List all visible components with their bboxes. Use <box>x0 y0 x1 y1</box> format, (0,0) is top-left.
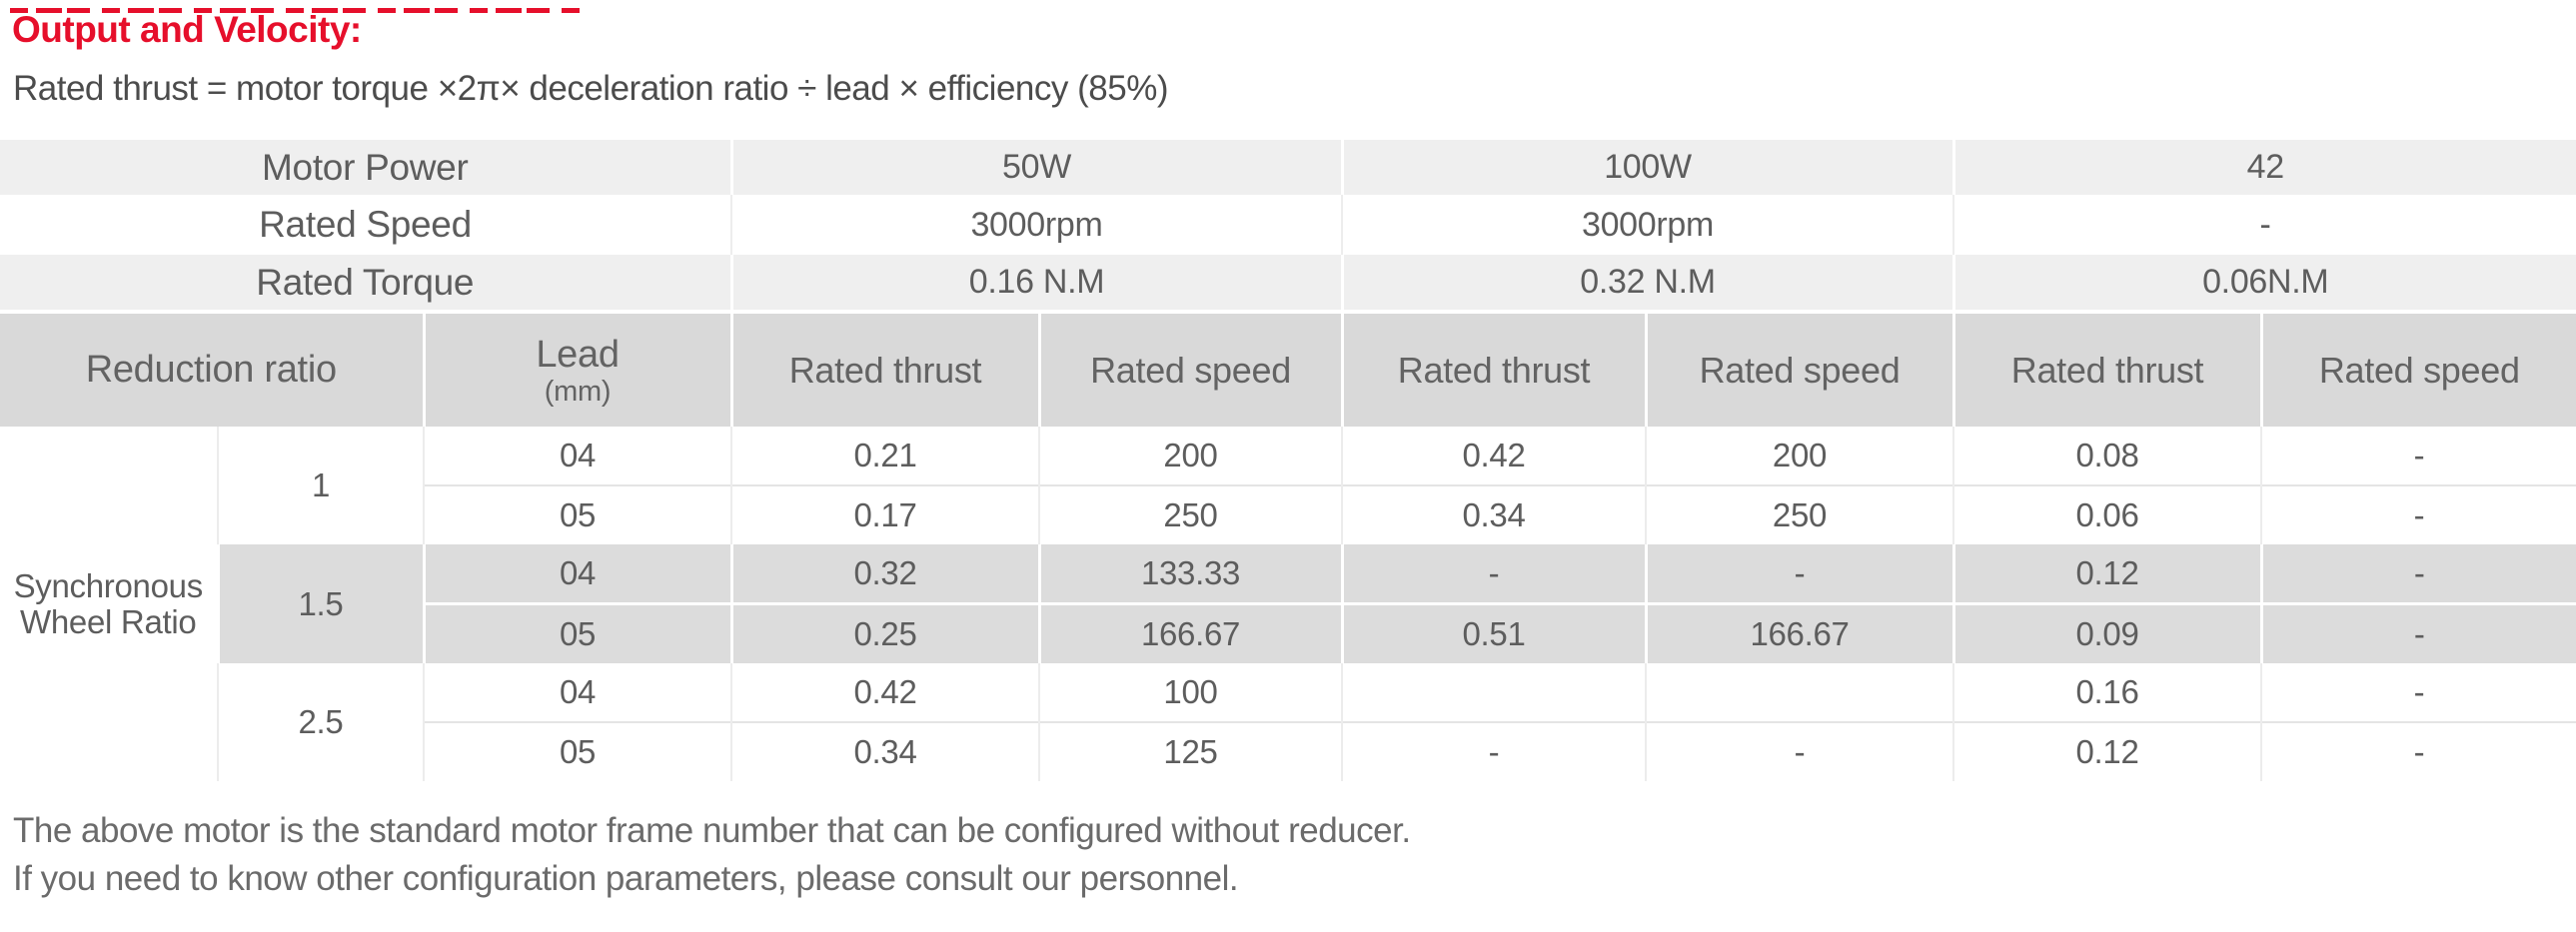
value-cell: - <box>2260 484 2576 544</box>
value-cell: 0.51 <box>1340 602 1647 663</box>
data-row: 2.5 04 0.42 100 0.16 - <box>0 663 2576 781</box>
value-cell: 0.42 <box>730 663 1039 722</box>
ratio-cell: 2.5 <box>217 663 424 781</box>
value-cell: 166.67 <box>1037 602 1343 663</box>
value-cell: 0.32 <box>729 544 1039 604</box>
spec-row-label: Rated Torque <box>0 255 731 312</box>
value-cell: 0.34 <box>730 721 1039 781</box>
value-cell <box>1341 663 1647 722</box>
value-cell: - <box>2260 721 2576 781</box>
motor-power-42: 42 <box>1951 140 2576 195</box>
rated-torque-row: Rated Torque 0.16 N.M 0.32 N.M 0.06N.M <box>0 255 2576 312</box>
footer-note-line2: If you need to know other configuration … <box>13 859 1239 898</box>
spec-row-label: Motor Power <box>0 140 731 195</box>
value-cell: 200 <box>1037 427 1343 485</box>
lead-cell: 05 <box>423 484 731 544</box>
value-cell: 250 <box>1037 484 1343 544</box>
data-row: 05 0.25 166.67 0.51 166.67 0.09 - <box>0 602 2576 663</box>
value-cell: 0.42 <box>1341 427 1647 485</box>
value-cell: 0.12 <box>1951 544 2262 604</box>
value-cell: - <box>1644 544 1954 604</box>
col-header-rated-speed-50w: Rated speed <box>1037 310 1343 427</box>
value-cell: - <box>1340 544 1647 604</box>
motor-power-100w: 100W <box>1340 140 1954 195</box>
value-cell: 0.21 <box>730 427 1039 485</box>
motor-power-row: Motor Power 50W 100W 42 <box>0 140 2576 195</box>
data-row: Synchronous Wheel Ratio 1 04 0.21 200 0.… <box>0 427 2576 781</box>
ratio-cell: 1.5 <box>216 544 424 663</box>
value-cell: - <box>2260 427 2576 485</box>
motor-power-50w: 50W <box>729 140 1343 195</box>
cropped-heading-artifact <box>10 8 585 13</box>
ratio-cell: 1 <box>217 427 424 544</box>
data-row: 05 0.34 125 - - 0.12 - <box>0 721 2576 781</box>
value-cell: 0.09 <box>1951 602 2262 663</box>
value-cell: 250 <box>1645 484 1954 544</box>
thrust-formula-text: Rated thrust = motor torque ×2π× deceler… <box>13 69 1168 108</box>
rated-speed-50w: 3000rpm <box>729 195 1343 255</box>
value-cell: 0.16 <box>1952 663 2262 722</box>
value-cell: - <box>1341 721 1647 781</box>
data-row: 05 0.17 250 0.34 250 0.06 - <box>0 484 2576 544</box>
value-cell: 0.17 <box>730 484 1039 544</box>
rated-torque-50w: 0.16 N.M <box>729 255 1343 312</box>
value-cell: - <box>2259 602 2576 663</box>
rated-torque-42: 0.06N.M <box>1951 255 2576 312</box>
value-cell: 0.06 <box>1952 484 2262 544</box>
value-cell: - <box>2259 544 2576 604</box>
spec-row-label: Rated Speed <box>0 195 731 255</box>
value-cell: 0.34 <box>1341 484 1647 544</box>
value-cell: 0.25 <box>729 602 1039 663</box>
page-title: Output and Velocity: <box>12 9 362 50</box>
lead-header-title: Lead <box>536 333 620 376</box>
value-cell: 0.12 <box>1952 721 2262 781</box>
rated-speed-100w: 3000rpm <box>1341 195 1954 255</box>
output-velocity-table: Motor Power 50W 100W 42 Rated Speed 3000… <box>0 140 2576 781</box>
lead-header-unit: (mm) <box>544 375 612 408</box>
value-cell: 166.67 <box>1644 602 1954 663</box>
rated-speed-42: - <box>1952 195 2576 255</box>
col-header-rated-speed-100w: Rated speed <box>1644 310 1954 427</box>
col-header-rated-speed-42: Rated speed <box>2259 310 2576 427</box>
rated-speed-row: Rated Speed 3000rpm 3000rpm - <box>0 195 2576 255</box>
col-header-rated-thrust-50w: Rated thrust <box>729 310 1039 427</box>
value-cell: 125 <box>1037 721 1343 781</box>
synchronous-wheel-ratio-label: Synchronous Wheel Ratio <box>0 427 218 781</box>
value-cell: 0.08 <box>1952 427 2262 485</box>
col-header-rated-thrust-100w: Rated thrust <box>1340 310 1647 427</box>
value-cell: 200 <box>1645 427 1954 485</box>
lead-cell: 04 <box>423 427 731 485</box>
lead-cell: 04 <box>422 544 731 604</box>
table-header-row: Reduction ratio Lead (mm) Rated thrust R… <box>0 310 2576 427</box>
value-cell <box>1645 663 1954 722</box>
lead-header: Lead (mm) <box>422 310 731 427</box>
col-header-rated-thrust-42: Rated thrust <box>1951 310 2262 427</box>
value-cell: 133.33 <box>1037 544 1343 604</box>
value-cell: 100 <box>1037 663 1343 722</box>
value-cell: - <box>1645 721 1954 781</box>
lead-cell: 05 <box>422 602 731 663</box>
rated-torque-100w: 0.32 N.M <box>1340 255 1954 312</box>
reduction-ratio-header: Reduction ratio <box>0 310 424 427</box>
data-row: 1.5 04 0.32 133.33 - - 0.12 - <box>0 544 2576 663</box>
value-cell: - <box>2260 663 2576 722</box>
footer-note-line1: The above motor is the standard motor fr… <box>13 811 1411 850</box>
lead-cell: 04 <box>423 663 731 722</box>
lead-cell: 05 <box>423 721 731 781</box>
footer-note: The above motor is the standard motor fr… <box>13 807 2576 903</box>
